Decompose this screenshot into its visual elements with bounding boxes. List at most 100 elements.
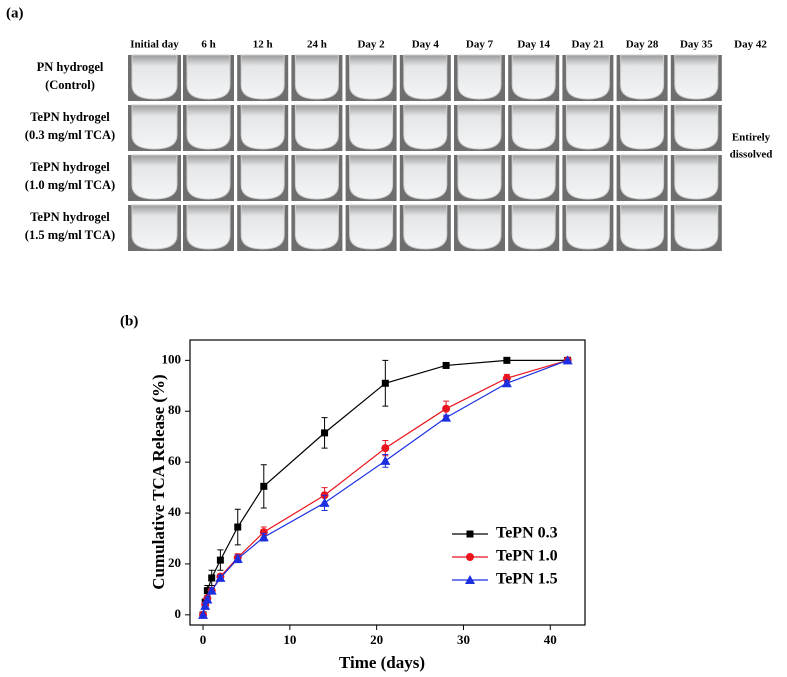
marker: [503, 356, 511, 364]
vial: [511, 204, 556, 250]
vial: [565, 204, 610, 250]
vial: [620, 204, 665, 250]
marker: [562, 355, 573, 365]
vial: [240, 154, 285, 200]
panel-label: (b): [120, 313, 138, 329]
column-header: Day 2: [357, 39, 385, 51]
marker: [466, 553, 474, 561]
x-tick-label: 20: [370, 632, 383, 647]
vial: [349, 104, 394, 150]
vial: [457, 54, 502, 100]
marker: [381, 379, 389, 387]
marker: [466, 530, 474, 538]
vial: [294, 204, 339, 250]
column-header: Initial day: [130, 39, 179, 51]
y-tick-label: 20: [168, 555, 181, 570]
column-header: Day 4: [412, 39, 440, 51]
panel-label: (a): [6, 5, 24, 21]
marker: [258, 532, 269, 542]
marker: [216, 556, 224, 564]
y-tick-label: 80: [168, 402, 181, 417]
x-axis-title: Time (days): [339, 653, 425, 672]
row-label: (1.0 mg/ml TCA): [25, 178, 115, 192]
x-tick-label: 40: [544, 632, 557, 647]
marker: [260, 482, 268, 490]
vial: [131, 104, 178, 150]
column-header: Day 14: [517, 39, 550, 51]
vial: [294, 104, 339, 150]
marker: [232, 553, 243, 563]
legend-label: TePN 0.3: [496, 525, 558, 542]
marker: [208, 574, 216, 582]
note: Entirely: [732, 132, 771, 144]
vial: [457, 204, 502, 250]
marker: [215, 572, 226, 582]
vial: [403, 204, 448, 250]
vial: [349, 204, 394, 250]
y-tick-label: 0: [175, 606, 182, 621]
row-label: TePN hydrogel: [30, 110, 110, 124]
marker: [234, 523, 242, 531]
vial: [565, 54, 610, 100]
vial: [403, 104, 448, 150]
column-header: Day 42: [734, 39, 767, 51]
y-tick-label: 40: [168, 504, 181, 519]
row-label: (1.5 mg/ml TCA): [25, 228, 115, 242]
row-label: TePN hydrogel: [30, 210, 110, 224]
vial: [240, 104, 285, 150]
marker: [321, 429, 329, 437]
vial: [511, 154, 556, 200]
vial: [186, 54, 231, 100]
marker: [442, 404, 451, 413]
column-header: Day 28: [626, 39, 659, 51]
marker: [381, 444, 390, 453]
vial: [511, 104, 556, 150]
row-label: PN hydrogel: [37, 60, 104, 74]
legend-label: TePN 1.5: [496, 571, 558, 588]
column-header: 6 h: [201, 39, 215, 51]
vial: [240, 54, 285, 100]
row-label: TePN hydrogel: [30, 160, 110, 174]
x-tick-label: 10: [283, 632, 296, 647]
vial: [186, 154, 231, 200]
marker: [206, 585, 217, 595]
column-header: Day 35: [680, 39, 713, 51]
marker: [465, 575, 475, 584]
marker: [202, 594, 213, 604]
marker: [319, 497, 330, 507]
marker: [203, 587, 211, 595]
x-tick-label: 30: [457, 632, 470, 647]
vial: [349, 54, 394, 100]
vial: [620, 104, 665, 150]
y-axis-title: Cumulative TCA Release (%): [149, 374, 168, 589]
vial: [565, 104, 610, 150]
vial: [565, 154, 610, 200]
vial: [403, 54, 448, 100]
marker: [380, 455, 391, 465]
marker: [198, 609, 209, 619]
vial: [294, 154, 339, 200]
marker: [501, 378, 512, 388]
vial: [457, 104, 502, 150]
vial: [674, 104, 719, 150]
x-tick-label: 0: [200, 632, 207, 647]
marker: [502, 374, 511, 383]
vial: [131, 154, 178, 200]
column-header: 24 h: [307, 39, 327, 51]
marker: [442, 361, 450, 369]
vial: [511, 54, 556, 100]
y-tick-label: 100: [162, 351, 182, 366]
vial: [620, 154, 665, 200]
column-header: Day 7: [466, 39, 494, 51]
vial: [403, 154, 448, 200]
vial: [620, 54, 665, 100]
row-label: (Control): [45, 78, 95, 92]
vial: [674, 204, 719, 250]
vial: [186, 204, 231, 250]
note: dissolved: [730, 149, 773, 161]
marker: [200, 600, 211, 610]
plot-frame: [189, 339, 586, 626]
y-tick-label: 60: [168, 453, 181, 468]
column-header: Day 21: [572, 39, 605, 51]
